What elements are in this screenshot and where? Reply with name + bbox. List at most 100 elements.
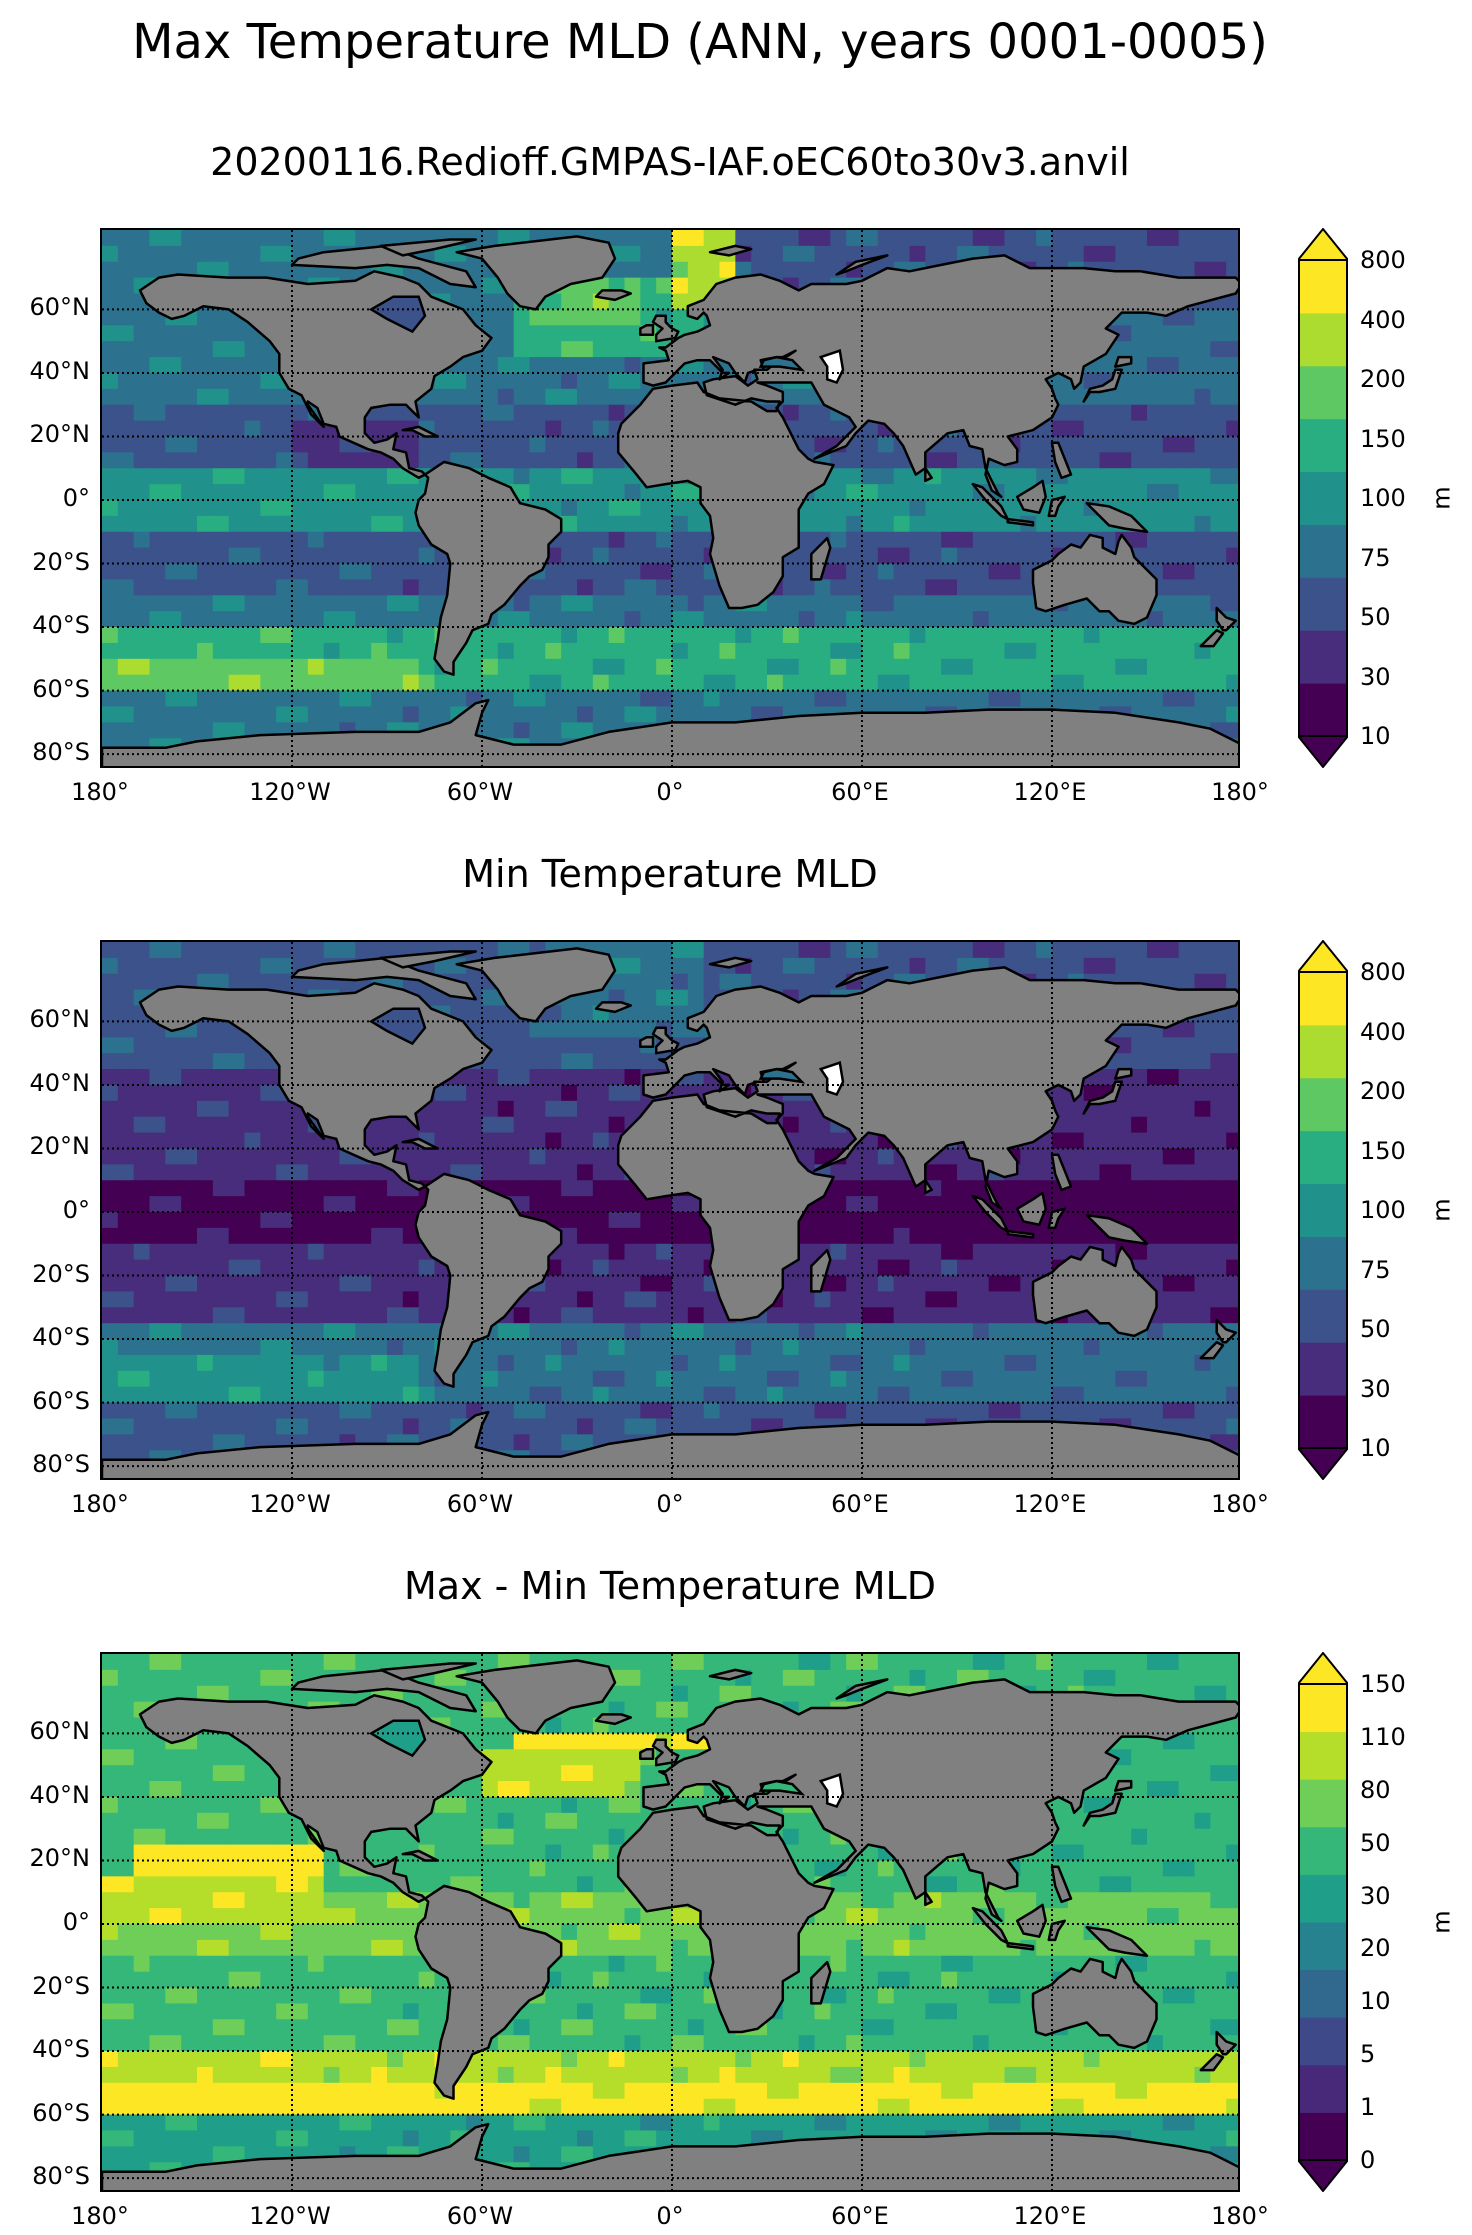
lat-tick-label: 0° xyxy=(62,1196,90,1224)
land-mass xyxy=(1114,355,1133,368)
land-mass xyxy=(639,1748,655,1761)
land-mass xyxy=(594,1001,633,1014)
lat-tick-label: 20°S xyxy=(32,1971,90,2000)
land-mass xyxy=(455,947,617,1023)
colorbar-segment xyxy=(1298,2112,1348,2161)
land-mass xyxy=(810,1248,832,1293)
colorbar xyxy=(1295,1651,1351,2193)
land-mass xyxy=(1015,479,1047,514)
land-mass xyxy=(414,1884,563,2100)
lon-tick-label: 60°W xyxy=(446,2202,514,2230)
lon-tick-label: 180° xyxy=(1211,1490,1269,1518)
land-mass xyxy=(102,2122,1238,2190)
colorbar-tick-label: 110 xyxy=(1360,1722,1406,1751)
land-mass xyxy=(708,1668,753,1681)
land-mass xyxy=(1031,533,1158,626)
lat-tick-label: 40°S xyxy=(32,1323,90,1352)
lat-tick-label: 20°S xyxy=(32,1259,90,1288)
colorbar xyxy=(1295,227,1351,769)
colorbar-segment xyxy=(1298,1077,1348,1132)
colorbar-segment xyxy=(1298,1969,1348,2018)
lat-tick-label: 20°N xyxy=(29,1132,91,1161)
caspian-sea xyxy=(818,1061,845,1097)
land-mass xyxy=(1215,1318,1237,1344)
colorbar-segment xyxy=(1298,1922,1348,1971)
colorbar-tick-label: 20 xyxy=(1360,1934,1391,1963)
land-mass xyxy=(1031,1245,1158,1338)
land-mass xyxy=(810,1960,832,2005)
colorbar-tick-label: 50 xyxy=(1360,1828,1391,1857)
lon-tick-label: 0° xyxy=(656,778,684,806)
colorbar-segment xyxy=(1298,1826,1348,1875)
land-mass xyxy=(810,536,832,581)
colorbar-tick-label: 5 xyxy=(1360,2040,1376,2069)
colorbar-segment xyxy=(1298,471,1348,525)
land-mass xyxy=(102,698,1238,766)
lat-tick-label: 60°N xyxy=(29,293,91,322)
colorbar-segment xyxy=(1298,524,1348,578)
land-mass xyxy=(1015,1903,1047,1938)
black-sea xyxy=(758,1779,806,1796)
land-mass xyxy=(835,1678,889,1700)
colorbar-unit-label: m xyxy=(1427,1198,1456,1222)
colorbar-tick-label: 30 xyxy=(1360,1881,1391,1910)
land-mass xyxy=(1085,501,1149,534)
colorbar-segment xyxy=(1298,1130,1348,1185)
land-mass xyxy=(455,235,617,311)
colorbar-extend-min xyxy=(1295,1447,1351,1481)
land-mass xyxy=(414,1172,563,1388)
colorbar-extend-min xyxy=(1295,2159,1351,2193)
lat-tick-label: 60°S xyxy=(32,2098,90,2127)
land-mass xyxy=(708,244,753,257)
lat-tick-label: 0° xyxy=(62,1908,90,1936)
land-mass xyxy=(708,956,753,969)
land-mass xyxy=(1006,1229,1035,1239)
colorbar-segment xyxy=(1298,630,1348,684)
colorbar-tick-label: 100 xyxy=(1360,1196,1406,1224)
colorbar-segment xyxy=(1298,1779,1348,1828)
colorbar-segment xyxy=(1298,577,1348,631)
colorbar-tick-label: 100 xyxy=(1360,484,1406,512)
land-mass xyxy=(414,460,563,676)
colorbar-canvas xyxy=(1295,227,1351,769)
panel-title: Max - Min Temperature MLD xyxy=(404,1564,936,1608)
colorbar-tick-label: 30 xyxy=(1360,1374,1391,1403)
lon-tick-label: 120°E xyxy=(1013,1490,1087,1518)
colorbar-tick-label: 1 xyxy=(1360,2093,1376,2122)
land-mass xyxy=(1215,606,1237,632)
lon-tick-label: 120°E xyxy=(1013,2202,1087,2230)
lat-tick-label: 60°N xyxy=(29,1717,91,1746)
lon-tick-label: 60°W xyxy=(446,1490,514,1518)
land-mass xyxy=(401,1137,439,1150)
lon-tick-label: 0° xyxy=(656,2202,684,2230)
lon-tick-label: 180° xyxy=(1211,778,1269,806)
land-mass xyxy=(1199,628,1225,648)
lon-tick-label: 60°E xyxy=(831,778,889,806)
lat-tick-label: 60°N xyxy=(29,1005,91,1034)
colorbar-tick-label: 50 xyxy=(1360,603,1391,631)
colorbar-tick-label: 150 xyxy=(1360,1670,1406,1698)
colorbar-tick-label: 200 xyxy=(1360,1077,1406,1105)
colorbar-tick-label: 200 xyxy=(1360,365,1406,393)
colorbar-segment xyxy=(1298,1684,1348,1733)
lat-tick-label: 40°N xyxy=(29,1068,91,1097)
lat-tick-label: 80°S xyxy=(32,738,90,767)
land-mass xyxy=(1082,368,1123,403)
land-mass xyxy=(594,289,633,302)
colorbar-segment xyxy=(1298,2064,1348,2113)
lon-tick-label: 60°W xyxy=(446,778,514,806)
land-mass xyxy=(835,254,889,276)
lat-tick-label: 40°S xyxy=(32,611,90,640)
panel-title: Min Temperature MLD xyxy=(462,852,878,896)
map-plot xyxy=(100,940,1240,1480)
lat-tick-label: 60°S xyxy=(32,1386,90,1415)
colorbar-tick-label: 800 xyxy=(1360,958,1406,986)
colorbar-extend-max xyxy=(1295,227,1351,261)
lon-tick-label: 120°E xyxy=(1013,778,1087,806)
land-mass xyxy=(1050,441,1073,480)
lat-tick-label: 20°S xyxy=(32,547,90,576)
land-mass xyxy=(1050,1153,1073,1192)
land-mass xyxy=(401,425,439,438)
panel-title: 20200116.Redioff.GMPAS-IAF.oEC60to30v3.a… xyxy=(210,140,1130,184)
lon-tick-label: 60°E xyxy=(831,1490,889,1518)
